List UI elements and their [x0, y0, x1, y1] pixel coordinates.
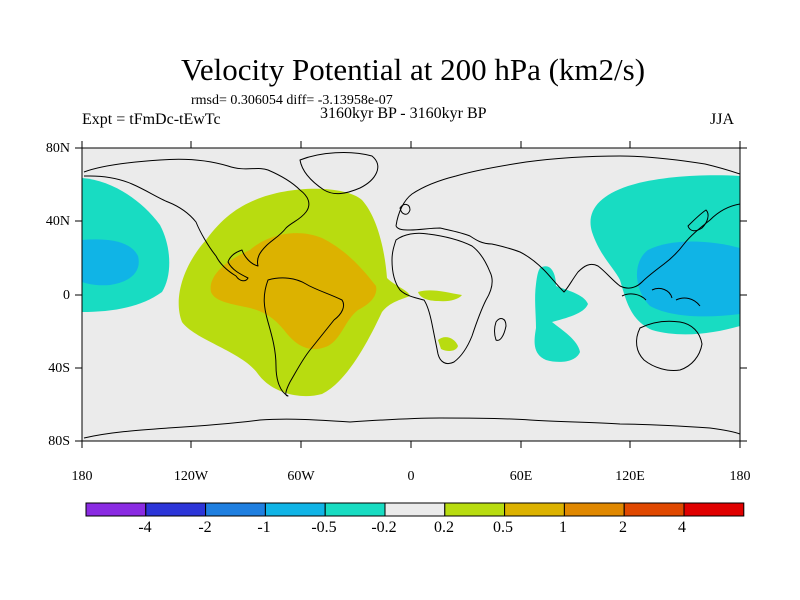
period-label: 3160kyr BP - 3160kyr BP [320, 105, 487, 122]
colorbar-label-neg0-5: -0.5 [311, 519, 337, 536]
axis-ticks [75, 141, 747, 448]
y-tick-label-80n: 80N [45, 141, 70, 156]
y-tick-label-80s: 80S [48, 434, 70, 449]
colorbar-cell-6 [444, 502, 506, 517]
coastline-africa [391, 232, 493, 365]
y-tick-label-0: 0 [63, 288, 70, 303]
coastline-eurasia [395, 155, 740, 293]
y-tick-label-40n: 40N [45, 214, 70, 229]
x-tick-label-120w: 120W [173, 469, 209, 484]
contour-negative-mid-pacific-west [636, 241, 740, 317]
colorbar-cell-1 [145, 502, 207, 517]
colorbar-cell-10 [683, 502, 745, 517]
coastlines [83, 152, 740, 439]
contour-positive-patch-africa [418, 290, 462, 302]
colorbar-label-0-5: 0.5 [493, 519, 513, 536]
contour-negative-mid-pacific-east [82, 239, 139, 286]
colorbar-label-2: 2 [619, 519, 627, 536]
coastline-uk [399, 203, 411, 215]
map-title: Velocity Potential at 200 hPa (km2/s) [180, 52, 646, 87]
coastline-indonesia [621, 287, 701, 307]
colorbar-cell-7 [504, 502, 565, 517]
coastline-japan [687, 209, 709, 232]
colorbar-label-neg0-2: -0.2 [371, 519, 397, 536]
colorbar-label-0-2: 0.2 [434, 519, 454, 536]
coastline-australia [636, 320, 703, 371]
x-tick-label-180e: 180 [729, 469, 751, 484]
colorbar-cell-9 [623, 502, 685, 517]
coastline-north-america [83, 158, 310, 282]
coastline-south-america [263, 277, 345, 397]
coastline-greenland [299, 152, 379, 195]
colorbar-cell-0 [85, 502, 147, 517]
colorbar-cell-5 [384, 502, 446, 517]
colorbar-cell-2 [205, 502, 266, 517]
colorbar-label-1: 1 [559, 519, 567, 536]
x-tick-label-120e: 120E [615, 469, 645, 484]
x-tick-label-60w: 60W [287, 469, 315, 484]
experiment-label: Expt = tFmDc-tEwTc [82, 111, 221, 128]
colorbar-cell-4 [324, 502, 386, 517]
x-tick-label-0: 0 [407, 469, 415, 484]
contour-positive-mid [210, 233, 377, 350]
colorbar-cell-3 [264, 502, 326, 517]
coastline-antarctica [83, 417, 740, 439]
x-tick-label-180w: 180 [71, 469, 93, 484]
season-label: JJA [710, 111, 735, 128]
colorbar-label-neg1: -1 [257, 519, 271, 536]
contour-positive-patch-southafrica [438, 337, 458, 351]
coastline-madagascar [494, 318, 507, 341]
x-tick-label-60e: 60E [509, 469, 533, 484]
colorbar-cell-8 [563, 502, 625, 517]
colorbar-label-neg4: -4 [138, 519, 152, 536]
colorbar-label-4: 4 [678, 519, 686, 536]
colorbar-label-neg2: -2 [198, 519, 212, 536]
contour-negative-weak-indian [534, 266, 588, 362]
colorbar [85, 502, 745, 517]
stats-line: rmsd= 0.306054 diff= -3.13958e-07 [191, 93, 393, 108]
y-tick-label-40s: 40S [48, 361, 70, 376]
